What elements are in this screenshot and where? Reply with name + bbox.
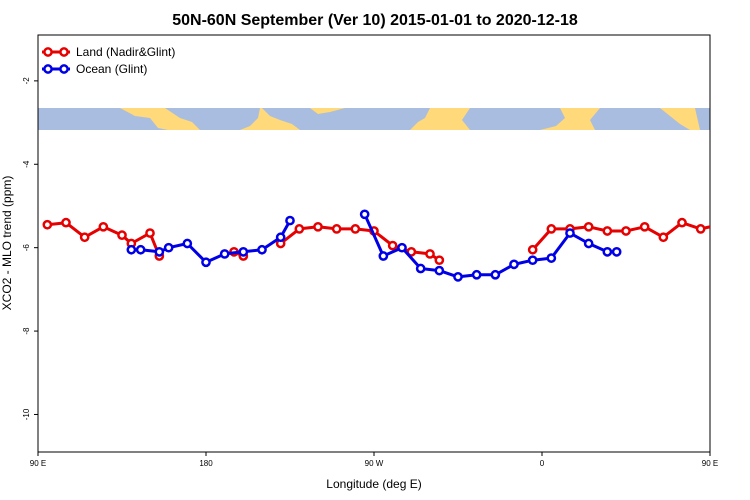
data-point bbox=[716, 221, 723, 228]
plot-frame bbox=[37, 34, 711, 453]
data-point bbox=[639, 221, 650, 232]
data-point bbox=[154, 246, 165, 257]
legend-marker bbox=[59, 47, 69, 57]
world-map-strip bbox=[38, 108, 710, 130]
data-point bbox=[434, 255, 445, 266]
x-axis-label: Longitude (deg E) bbox=[326, 477, 421, 491]
x-tick-label: 90 W bbox=[365, 459, 384, 468]
data-point bbox=[546, 253, 557, 263]
y-tick-label: -6 bbox=[22, 244, 31, 252]
data-point bbox=[182, 238, 193, 249]
data-point bbox=[201, 257, 211, 268]
data-point bbox=[546, 224, 557, 234]
x-tick-label: 90 E bbox=[702, 459, 718, 468]
data-point bbox=[397, 242, 407, 253]
data-point bbox=[611, 246, 622, 257]
legend-label: Land (Nadir&Glint) bbox=[76, 45, 175, 59]
data-point bbox=[583, 221, 594, 232]
data-point bbox=[471, 269, 482, 280]
data-point bbox=[42, 219, 53, 230]
data-point bbox=[527, 244, 538, 255]
data-point bbox=[677, 217, 687, 228]
data-point bbox=[565, 228, 575, 238]
data-point bbox=[98, 221, 109, 232]
x-tick-label: 180 bbox=[199, 459, 213, 468]
data-point bbox=[79, 232, 90, 243]
legend-marker bbox=[43, 47, 53, 57]
series-land bbox=[42, 217, 741, 266]
data-point bbox=[453, 272, 463, 282]
data-point bbox=[527, 255, 538, 266]
data-point bbox=[415, 263, 426, 274]
x-tick-label: 0 bbox=[540, 459, 545, 468]
data-point bbox=[238, 246, 249, 257]
data-point bbox=[275, 232, 286, 243]
data-point bbox=[734, 221, 741, 228]
data-point bbox=[658, 232, 669, 243]
series-line bbox=[279, 225, 441, 262]
legend: Land (Nadir&Glint) Ocean (Glint) bbox=[42, 45, 175, 76]
data-point bbox=[126, 244, 137, 255]
data-point bbox=[350, 224, 361, 234]
data-point bbox=[117, 230, 127, 241]
chart-title: 50N-60N September (Ver 10) 2015-01-01 to… bbox=[172, 12, 578, 29]
data-point bbox=[359, 209, 370, 220]
y-tick-label: -2 bbox=[22, 77, 31, 85]
x-tick-label: 90 E bbox=[30, 459, 46, 468]
data-point bbox=[583, 238, 594, 249]
data-point bbox=[621, 226, 631, 236]
y-tick-label: -8 bbox=[22, 327, 31, 335]
data-point bbox=[387, 240, 398, 251]
data-point bbox=[163, 242, 174, 253]
data-point bbox=[509, 259, 519, 270]
data-point bbox=[425, 249, 435, 259]
data-point bbox=[602, 246, 613, 257]
series-layer bbox=[42, 209, 741, 282]
data-point bbox=[135, 244, 146, 255]
data-point bbox=[145, 228, 155, 238]
data-point bbox=[490, 269, 501, 280]
legend-marker bbox=[59, 64, 69, 74]
data-point bbox=[219, 249, 230, 259]
series-ocean bbox=[126, 209, 622, 282]
data-point bbox=[61, 217, 71, 228]
data-point bbox=[313, 221, 323, 232]
data-point bbox=[257, 244, 267, 255]
legend-marker bbox=[43, 64, 53, 74]
y-tick-label: -10 bbox=[22, 408, 31, 420]
data-point bbox=[434, 265, 445, 276]
data-point bbox=[331, 224, 342, 234]
data-point bbox=[285, 215, 295, 226]
y-tick-label: -4 bbox=[22, 160, 31, 168]
data-point bbox=[695, 224, 706, 234]
data-point bbox=[602, 226, 613, 236]
y-axis-label: XCO2 - MLO trend (ppm) bbox=[0, 176, 14, 311]
legend-label: Ocean (Glint) bbox=[76, 62, 147, 76]
data-point bbox=[294, 224, 305, 234]
axes: 90 E 180 90 W 0 90 E -2 -4 -6 -8 -10 bbox=[22, 77, 718, 468]
data-point bbox=[378, 251, 389, 261]
